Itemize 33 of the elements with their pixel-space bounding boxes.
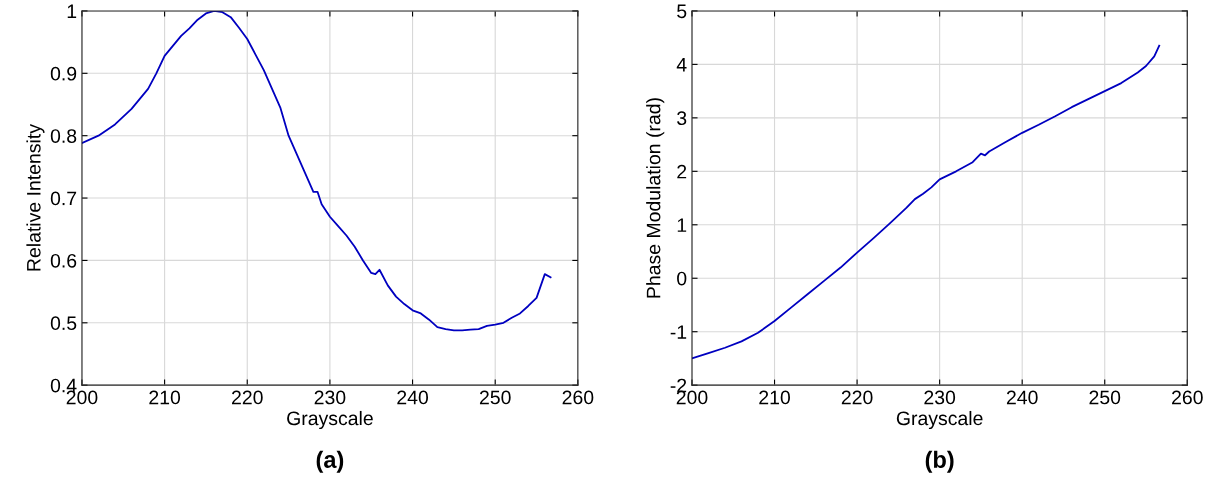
y-axis-title: Phase Modulation (rad) [646,98,665,298]
y-tick-label: 1 [67,4,77,18]
y-tick-label: 0.9 [50,66,77,81]
y-axis-title: Relative Intensity [26,124,45,271]
x-axis-title: Grayscale [287,410,373,430]
x-tick-label: 260 [562,390,594,405]
x-tick-label: 220 [232,390,263,405]
x-tick-label: 240 [1006,390,1038,405]
y-tick-label: -1 [670,325,687,339]
x-tick-label: 250 [479,390,511,405]
x-tick-label: 240 [397,390,429,405]
x-tick-label: 220 [841,390,873,405]
line-series [691,44,1161,360]
x-tick-label: 250 [1089,390,1121,405]
x-tick-label: 210 [149,390,181,405]
y-tick-label: 1 [677,218,687,232]
x-tick-label: 230 [924,390,956,405]
x-axis-title: Grayscale [896,410,983,430]
y-tick-label: 0.7 [50,191,77,206]
y-tick-label: 0.5 [50,316,77,331]
y-tick-label: 2 [677,164,687,179]
y-tick-label: 0 [677,271,687,286]
y-tick-label: 4 [676,58,687,72]
x-tick-label: 260 [1172,390,1203,405]
y-tick-label: 0.8 [50,129,77,143]
text: (a) [316,450,344,473]
line-series [81,10,552,332]
x-tick-label: 210 [759,390,790,405]
x-tick-label: 230 [314,390,346,405]
text: (b) [925,450,954,473]
y-tick-label: 3 [677,111,687,126]
y-tick-label: 0.6 [50,253,77,268]
y-tick-label: 5 [677,4,687,19]
